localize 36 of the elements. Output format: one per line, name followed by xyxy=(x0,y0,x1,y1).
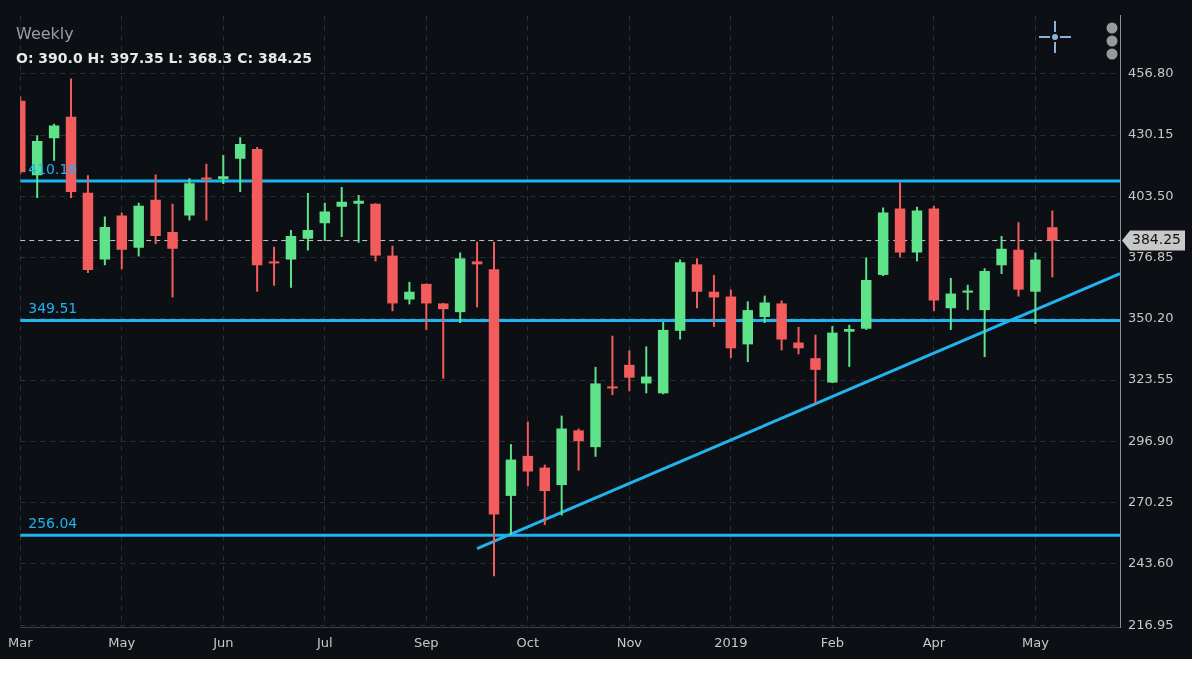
y-tick-label: 376.85 xyxy=(1128,248,1174,264)
x-tick-label: Feb xyxy=(820,634,844,650)
y-tick-label: 350.20 xyxy=(1128,310,1174,326)
x-tick-label: Oct xyxy=(516,634,540,650)
candlestick xyxy=(844,324,855,367)
text: O: 390.0 H: 397.35 L: 368.3 C: 384.25 xyxy=(16,50,312,66)
candlestick xyxy=(201,163,212,221)
ref-line-label: 256.04 xyxy=(28,514,78,531)
ref-line-label: 384.25 xyxy=(1132,231,1181,248)
x-tick-label: May xyxy=(108,634,136,650)
x-tick-label: 2019 xyxy=(714,634,748,650)
y-tick-label: 296.90 xyxy=(1128,432,1174,448)
candlestick xyxy=(218,154,229,185)
x-tick-label: Jul xyxy=(315,634,333,650)
candlestick xyxy=(607,335,618,396)
candlestick xyxy=(336,187,347,237)
x-tick-label: Apr xyxy=(922,634,946,650)
y-tick-label: 323.55 xyxy=(1128,371,1174,387)
y-tick-label: 270.25 xyxy=(1128,494,1174,510)
candlestick xyxy=(962,284,973,311)
x-tick-label: May xyxy=(1021,634,1050,650)
y-tick-label: 403.50 xyxy=(1128,187,1174,203)
x-tick-label: Jun xyxy=(212,634,234,650)
candlestick xyxy=(353,194,364,243)
ref-line-label: 349.51 xyxy=(28,300,78,317)
candlestick xyxy=(268,246,280,286)
y-tick-label: 243.60 xyxy=(1128,555,1174,571)
y-tick-label: 216.95 xyxy=(1128,616,1174,632)
text: Weekly xyxy=(16,24,74,43)
x-tick-label: Mar xyxy=(8,634,34,650)
y-tick-label: 456.80 xyxy=(1128,65,1174,81)
x-tick-label: Sep xyxy=(414,634,439,650)
candlestick xyxy=(471,241,483,308)
x-tick-label: Nov xyxy=(616,634,643,650)
y-tick-label: 430.15 xyxy=(1128,126,1174,142)
candlestick xyxy=(437,302,449,379)
